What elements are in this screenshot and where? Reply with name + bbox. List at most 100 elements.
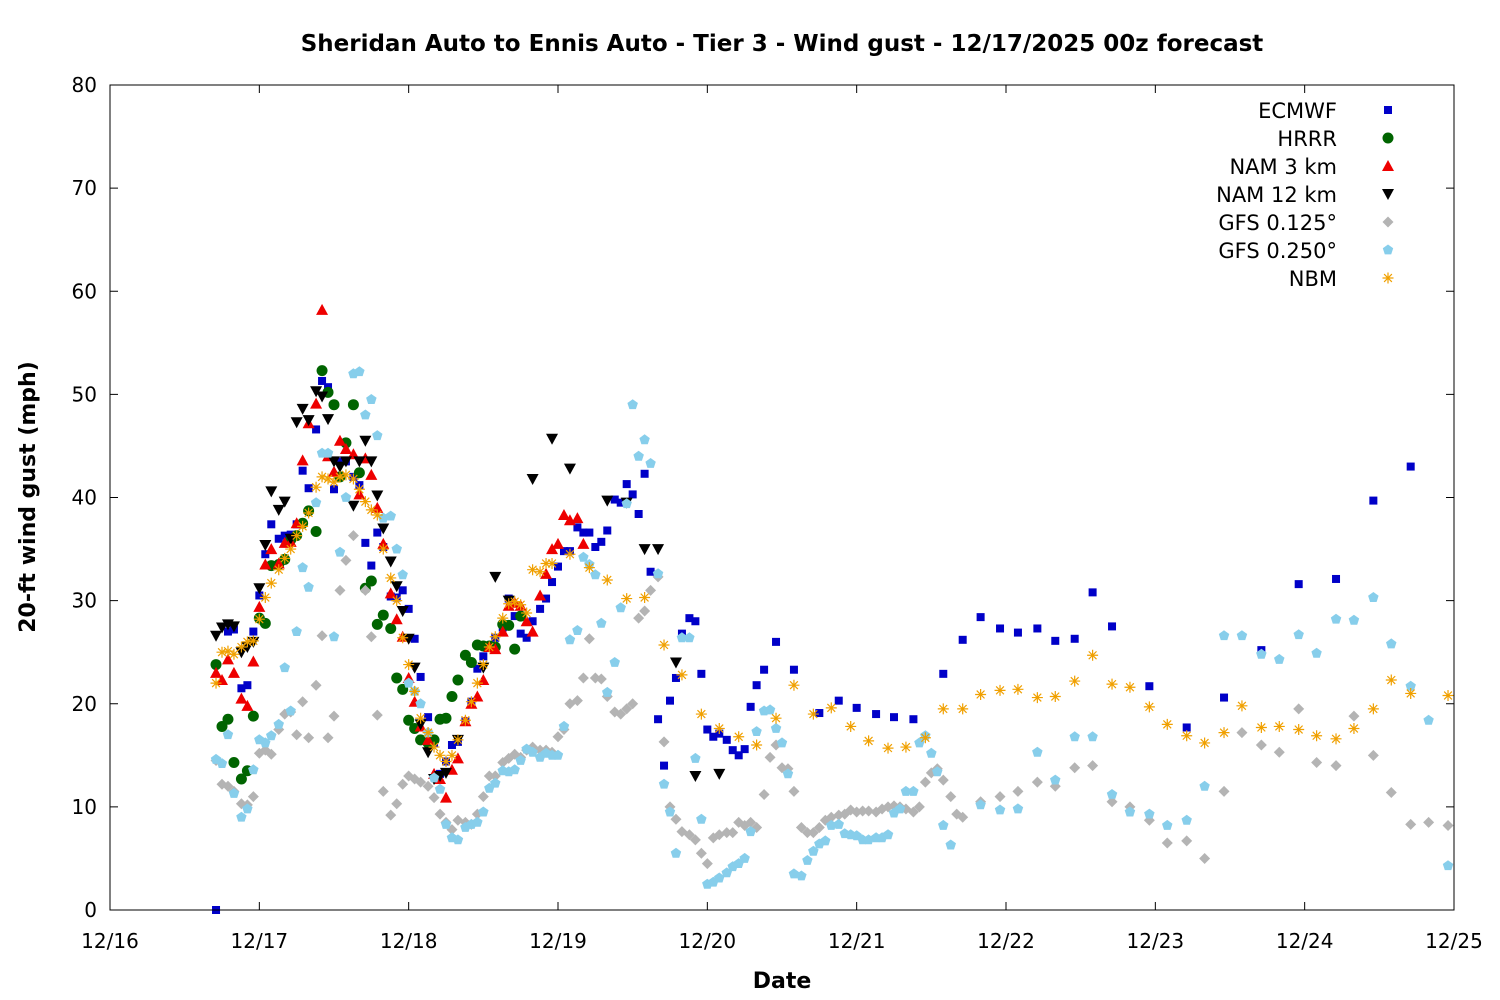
data-point	[210, 666, 223, 678]
data-point	[365, 631, 377, 643]
data-point	[958, 635, 967, 644]
data-point	[377, 543, 389, 555]
data-point	[540, 558, 552, 569]
data-point	[546, 433, 559, 445]
data-point	[404, 604, 413, 613]
data-point	[796, 870, 807, 881]
data-point	[552, 731, 564, 743]
data-point	[695, 847, 707, 859]
data-point	[621, 593, 633, 605]
data-point	[615, 602, 626, 613]
data-point	[1032, 746, 1043, 757]
data-point	[1236, 727, 1248, 739]
data-point	[802, 855, 813, 865]
data-point	[434, 770, 447, 782]
data-point	[937, 703, 949, 715]
data-point	[265, 748, 277, 760]
data-point	[1199, 780, 1210, 791]
data-point	[645, 458, 656, 468]
data-point	[415, 712, 427, 724]
legend-marker	[1382, 189, 1394, 200]
data-point	[216, 646, 228, 658]
data-point	[601, 574, 613, 586]
data-point	[521, 607, 533, 619]
data-point	[739, 852, 750, 863]
data-point	[479, 652, 488, 661]
data-point	[434, 808, 446, 820]
data-point	[310, 497, 322, 508]
data-point	[758, 789, 770, 800]
data-point	[882, 742, 894, 754]
data-point	[701, 858, 713, 870]
data-point	[937, 774, 949, 786]
data-point	[1348, 723, 1360, 734]
data-point	[552, 537, 564, 549]
data-point	[696, 813, 707, 824]
data-point	[1293, 629, 1304, 640]
data-point	[247, 655, 260, 667]
data-point	[216, 622, 228, 634]
data-point	[385, 510, 396, 521]
data-point	[536, 604, 545, 613]
data-point	[1144, 808, 1155, 819]
data-point	[235, 773, 247, 785]
data-point	[391, 595, 403, 607]
data-point	[914, 737, 925, 748]
data-point	[446, 749, 458, 761]
data-point	[316, 365, 328, 377]
data-point	[671, 673, 680, 682]
y-tick-label: 0	[84, 898, 97, 922]
data-point	[228, 757, 240, 769]
data-point	[339, 443, 352, 455]
data-point	[813, 822, 825, 833]
data-point	[527, 746, 538, 757]
data-point	[740, 745, 749, 754]
data-point	[591, 543, 600, 551]
data-point	[452, 734, 464, 746]
data-point	[312, 425, 321, 434]
data-point	[1199, 737, 1211, 749]
data-point	[284, 533, 297, 545]
data-point	[1274, 653, 1285, 664]
data-point	[863, 805, 875, 817]
data-point	[627, 698, 639, 710]
data-point	[894, 803, 906, 814]
data-point	[770, 723, 782, 733]
data-point	[347, 530, 359, 542]
data-point	[440, 791, 452, 803]
data-point	[322, 447, 334, 458]
data-point	[825, 702, 837, 714]
data-point	[1143, 701, 1155, 713]
data-point	[622, 480, 631, 489]
data-point	[976, 613, 985, 622]
data-point	[776, 737, 788, 748]
data-point	[745, 816, 757, 828]
x-tick-label: 12/22	[977, 929, 1035, 953]
data-point	[1293, 703, 1305, 715]
data-point	[1181, 835, 1193, 847]
data-point	[297, 696, 309, 708]
data-point	[290, 417, 303, 429]
data-point	[1161, 718, 1173, 730]
data-point	[478, 806, 489, 817]
data-point	[222, 780, 234, 792]
data-point	[227, 666, 240, 678]
data-point	[1108, 622, 1117, 631]
data-point	[788, 785, 800, 797]
data-point	[721, 827, 733, 839]
data-point	[932, 766, 943, 777]
data-point	[546, 558, 558, 569]
data-point	[596, 617, 607, 628]
data-point	[414, 719, 427, 731]
data-point	[236, 811, 247, 822]
data-point	[361, 538, 370, 547]
data-point	[255, 591, 264, 600]
data-point	[422, 733, 435, 745]
data-point	[403, 714, 415, 726]
data-point	[890, 713, 898, 722]
series-gfs-0-125	[210, 530, 1454, 870]
data-point	[243, 681, 252, 690]
data-point	[1406, 462, 1415, 471]
data-point	[882, 829, 894, 840]
data-point	[247, 635, 259, 647]
